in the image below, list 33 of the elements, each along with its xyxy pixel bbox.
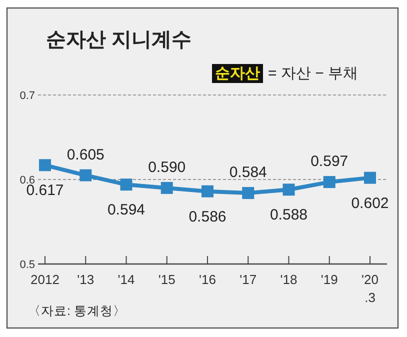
point <box>160 182 173 194</box>
data-label: 0.588 <box>270 206 308 224</box>
text: 순자산 <box>215 65 260 82</box>
data-label: 0.617 <box>26 182 64 200</box>
data-label: 0.586 <box>188 208 226 226</box>
text: = 자산 − 부채 <box>268 65 358 82</box>
x-tick-label: '15 <box>158 272 176 287</box>
y-tick-label: 0.5 <box>20 259 35 271</box>
point <box>242 187 254 200</box>
data-label: 0.605 <box>66 146 104 164</box>
y-tick-label: 0.7 <box>20 90 35 102</box>
point <box>282 184 295 196</box>
x-tick-label: '20.3 <box>362 272 378 305</box>
x-tick-label: 2012 <box>30 272 60 287</box>
x-tick-label: '16 <box>199 272 216 287</box>
data-label: 0.602 <box>351 194 389 212</box>
data-label: 0.590 <box>148 158 186 176</box>
x-tick-label: '17 <box>240 272 257 287</box>
text: 〈자료: 통계청〉 <box>28 304 126 318</box>
x-tick-label: '14 <box>118 272 135 287</box>
point <box>80 169 92 182</box>
point <box>39 159 51 172</box>
point <box>120 178 132 191</box>
point <box>364 172 376 184</box>
data-label: 0.584 <box>229 164 267 182</box>
data-label: 0.597 <box>310 153 348 170</box>
point <box>323 176 336 188</box>
x-tick-label: '19 <box>320 272 338 287</box>
x-tick-label: '18 <box>280 272 298 287</box>
x-tick-label: '13 <box>77 272 94 287</box>
point <box>202 185 214 198</box>
data-label: 0.594 <box>107 202 146 219</box>
chart-title: 순자산 지니계수 <box>46 29 192 51</box>
